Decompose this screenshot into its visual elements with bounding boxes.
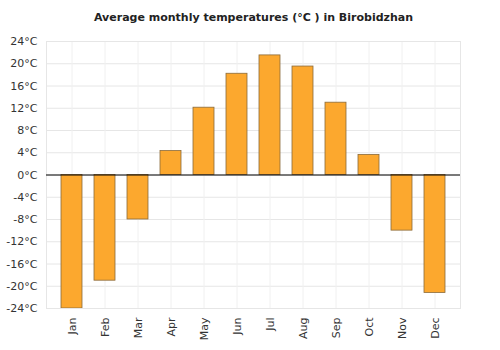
svg-text:Apr: Apr [165,317,178,337]
svg-text:-12°C: -12°C [6,235,37,248]
svg-text:4°C: 4°C [17,146,37,159]
svg-text:16°C: 16°C [10,80,37,93]
svg-text:Dec: Dec [429,318,442,339]
svg-text:0°C: 0°C [17,169,37,182]
svg-text:Jan: Jan [66,317,79,335]
svg-text:8°C: 8°C [17,124,37,137]
svg-text:May: May [198,317,211,340]
svg-text:Jul: Jul [264,318,277,332]
svg-text:-4°C: -4°C [13,191,37,204]
svg-text:-16°C: -16°C [6,258,37,271]
svg-text:Aug: Aug [297,318,310,339]
svg-text:-24°C: -24°C [6,302,37,315]
svg-text:Feb: Feb [99,317,112,336]
svg-text:Average monthly temperatures (: Average monthly temperatures (°C ) in Bi… [94,11,413,24]
svg-text:Jun: Jun [231,317,244,335]
svg-text:Nov: Nov [396,317,409,339]
svg-text:12°C: 12°C [10,102,37,115]
svg-text:Sep: Sep [330,317,343,338]
svg-text:20°C: 20°C [10,57,37,70]
svg-text:Oct: Oct [363,317,376,337]
svg-text:-20°C: -20°C [6,280,37,293]
svg-text:-8°C: -8°C [13,213,37,226]
svg-text:Mar: Mar [132,317,145,338]
svg-text:24°C: 24°C [10,35,37,48]
